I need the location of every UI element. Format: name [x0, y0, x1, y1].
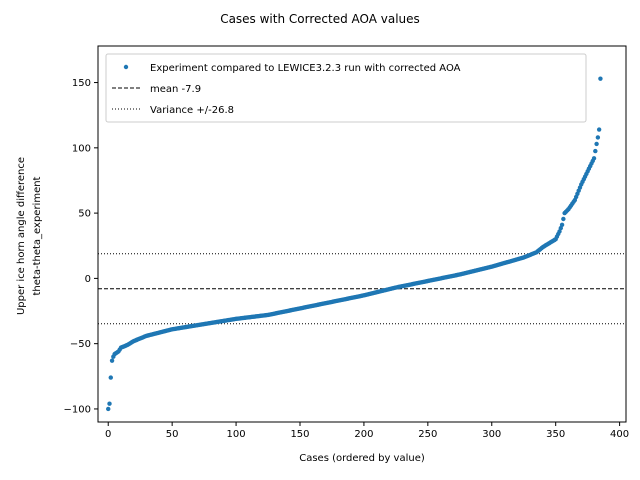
chart-title: Cases with Corrected AOA values — [220, 12, 420, 26]
x-tick-label: 200 — [354, 429, 373, 440]
x-axis-ticks: 0 50 100 150 200 250 300 350 400 — [105, 422, 629, 440]
legend-box — [105, 53, 587, 123]
data-point — [596, 127, 602, 132]
x-tick-label: 250 — [418, 429, 437, 440]
y-axis-label-line2: theta-theta_experiment — [32, 176, 43, 295]
data-point — [109, 358, 115, 363]
plot-area — [97, 45, 627, 423]
y-tick-label: −50 — [70, 339, 91, 350]
legend-marker-experiment — [123, 64, 129, 70]
x-tick-label: 350 — [546, 429, 565, 440]
data-point — [561, 216, 566, 222]
reference-lines — [98, 253, 626, 325]
x-tick-label: 300 — [482, 429, 501, 440]
y-axis-label-line1: Upper ice horn angle difference — [16, 157, 27, 315]
x-tick-label: 150 — [290, 429, 309, 440]
data-point — [106, 406, 111, 412]
x-tick-label: 100 — [227, 429, 246, 440]
data-point — [594, 141, 599, 147]
legend-label-mean: mean -7.9 — [150, 84, 201, 95]
legend-label-experiment: Experiment compared to LEWICE3.2.3 run w… — [150, 63, 461, 74]
x-axis-label: Cases (ordered by value) — [299, 453, 425, 464]
legend: Experiment compared to LEWICE3.2.3 run w… — [105, 53, 587, 123]
y-tick-label: 150 — [72, 78, 91, 89]
data-point — [593, 148, 598, 154]
x-tick-label: 0 — [105, 429, 111, 440]
data-points — [106, 76, 603, 412]
plot-frame — [97, 45, 627, 423]
y-tick-label: −100 — [64, 404, 91, 415]
data-point — [107, 401, 112, 406]
y-axis-ticks: −100 −50 0 50 100 150 — [64, 78, 98, 415]
data-point — [591, 156, 597, 161]
data-point — [559, 222, 565, 228]
data-point — [595, 135, 601, 140]
x-tick-label: 50 — [166, 429, 179, 440]
x-tick-label: 400 — [610, 429, 629, 440]
y-tick-label: 100 — [72, 143, 91, 154]
y-tick-label: 50 — [78, 209, 91, 220]
legend-label-variance: Variance +/-26.8 — [150, 105, 234, 116]
data-point — [598, 76, 603, 81]
data-point — [108, 375, 113, 380]
y-tick-label: 0 — [85, 274, 91, 285]
